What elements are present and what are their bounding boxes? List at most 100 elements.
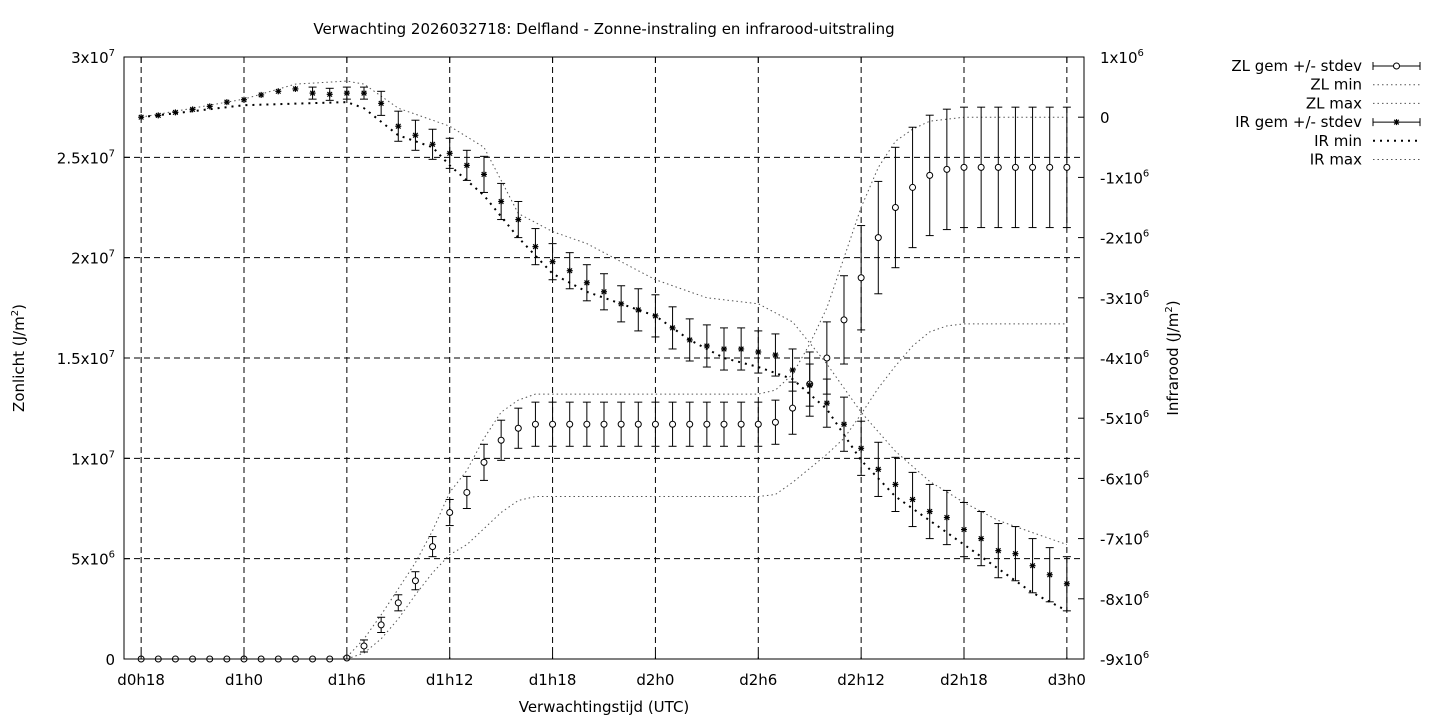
ir-point-stroke	[721, 346, 727, 352]
legend-sample-circle	[1393, 62, 1400, 70]
ir-point	[395, 123, 402, 130]
x-tick-label: d2h6	[739, 671, 777, 689]
zl-point	[446, 509, 454, 517]
right-axis-ticks: 1x106 0 -1x106 -2x106 -3x106 -4x106 -5x106 -6x1…	[1078, 48, 1149, 669]
y-axis-right-label-base: Infrarood (J/m	[1164, 313, 1182, 416]
y-right-tick-label: -2x106	[1100, 229, 1149, 248]
ir-point-stroke	[292, 86, 299, 92]
ir-point	[206, 103, 213, 110]
zl-point	[497, 436, 505, 444]
zl-point	[360, 642, 368, 650]
ir-point-stroke	[755, 349, 762, 355]
ir-point-stroke	[155, 112, 162, 119]
y-left-tick-label: 2x107	[71, 249, 115, 268]
ir-point	[463, 162, 470, 169]
x-tick-label: d2h12	[837, 671, 885, 689]
zl-point	[1046, 163, 1054, 171]
ir-point	[823, 400, 830, 407]
ir-point	[601, 288, 607, 295]
zl-point	[840, 316, 848, 324]
y-right-tick-label: -1x106	[1100, 168, 1149, 187]
ir-point-stroke	[464, 162, 470, 169]
ir-point-stroke	[584, 280, 590, 286]
ir-point	[926, 508, 933, 515]
ir-point	[978, 535, 985, 542]
ir-point	[481, 171, 487, 178]
series-line-ir-max	[141, 80, 1068, 546]
ir-point-stroke	[378, 100, 384, 107]
ir-point-stroke	[309, 90, 316, 96]
left-axis-ticks: 0 5x106 1x107 1.5x107 2x107 2.5x107 3x107	[57, 48, 130, 669]
ir-point-stroke	[1029, 562, 1036, 569]
ir-point-stroke	[686, 337, 693, 343]
ir-point-stroke	[875, 466, 882, 473]
y-axis-right-label: Infrarood (J/m2)	[1164, 300, 1182, 415]
ir-point	[275, 88, 282, 95]
zl-point	[549, 420, 557, 428]
zl-point	[463, 488, 471, 496]
legend-sample-star-stroke	[1393, 119, 1400, 125]
ir-point	[515, 216, 522, 223]
zl-point	[789, 404, 797, 412]
ir-point-stroke	[824, 400, 830, 406]
x-tick-label: d1h0	[225, 671, 263, 689]
y-axis-right-label-end: )	[1164, 300, 1182, 306]
chart-title: Verwachting 2026032718: Delfland - Zonne…	[313, 20, 894, 38]
zl-point	[909, 183, 917, 191]
ir-point	[1046, 571, 1053, 578]
ir-point	[498, 198, 505, 205]
zl-point	[669, 420, 677, 428]
ir-point	[412, 132, 419, 139]
y-axis-left-label-base: Zonlicht (J/m	[10, 316, 28, 412]
ir-point	[961, 526, 967, 533]
y-axis-left-label-sup: 2	[10, 310, 21, 316]
x-tick-label: d1h18	[529, 671, 577, 689]
zl-point	[514, 424, 522, 432]
ir-point-stroke	[806, 382, 813, 388]
ir-point	[446, 150, 453, 157]
ir-point	[361, 90, 367, 97]
y-axis-right-label-sup: 2	[1164, 306, 1175, 312]
zl-point	[1011, 163, 1019, 171]
ir-point	[326, 91, 333, 98]
ir-point-stroke	[326, 91, 333, 98]
ir-point-stroke	[772, 352, 779, 358]
ir-point-stroke	[138, 114, 144, 120]
zl-point	[771, 418, 779, 426]
zl-point	[754, 420, 762, 428]
ir-point-stroke	[189, 106, 196, 113]
y-left-tick-label: 5x106	[71, 550, 115, 569]
ir-point-stroke	[515, 216, 522, 223]
ir-point	[1012, 550, 1019, 557]
ir-point-stroke	[858, 445, 864, 452]
zl-point	[926, 171, 934, 179]
zl-point	[686, 420, 694, 428]
min-max-curves	[140, 80, 1068, 660]
ir-point-stroke	[206, 103, 213, 110]
ir-point-stroke	[944, 514, 950, 521]
zl-point	[1063, 163, 1071, 171]
ir-point-stroke	[892, 481, 899, 488]
zl-point	[823, 354, 831, 362]
ir-point-stroke	[652, 313, 659, 319]
zl-point	[874, 234, 882, 242]
ir-point-stroke	[909, 496, 916, 503]
zl-point	[737, 420, 745, 428]
ir-point	[138, 114, 145, 121]
series-line-zl-min	[346, 323, 1067, 660]
y-right-tick-label: -4x106	[1100, 349, 1149, 368]
ir-point	[429, 141, 436, 148]
ir-point	[875, 466, 882, 473]
x-axis-ticks: d0h18 d1h0 d1h6 d1h12 d1h18 d2h0 d2h6 d2h12 d2h1…	[117, 57, 1086, 689]
ir-point-stroke	[498, 198, 504, 205]
ir-point	[703, 342, 710, 349]
ir-point-stroke	[618, 301, 624, 307]
ir-point	[995, 547, 1002, 554]
y-right-tick-label: -7x106	[1100, 530, 1149, 549]
ir-point	[772, 351, 779, 358]
ir-point-stroke	[961, 526, 967, 533]
zl-point	[531, 420, 539, 428]
x-tick-label: d3h0	[1048, 671, 1086, 689]
x-tick-label: d0h18	[117, 671, 165, 689]
